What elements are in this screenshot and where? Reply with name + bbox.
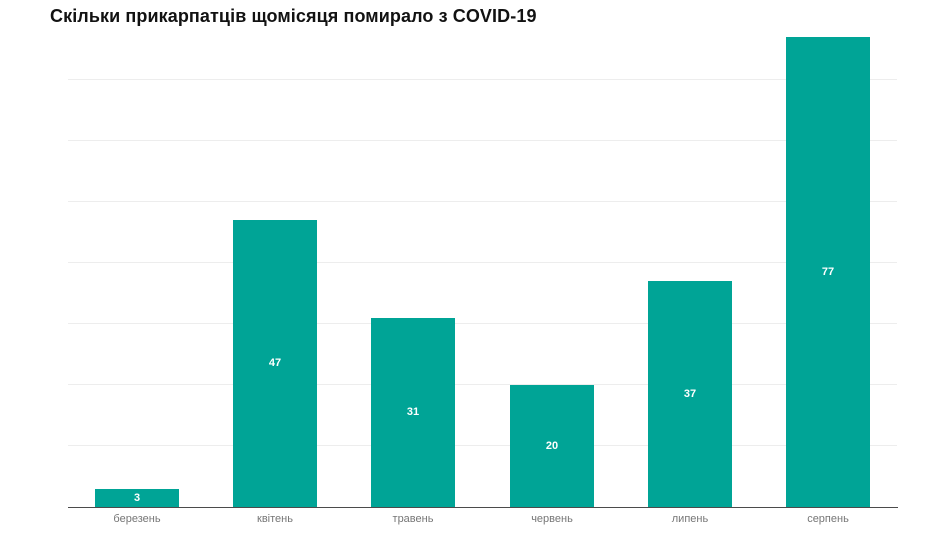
bar-серпень: 77 — [786, 37, 870, 507]
bar-червень: 20 — [510, 385, 594, 507]
gridline-20 — [68, 384, 897, 385]
bar-березень: 3 — [95, 489, 179, 507]
gridline-30 — [68, 323, 897, 324]
bar-value-label: 77 — [821, 265, 835, 278]
gridline-50 — [68, 201, 897, 202]
bar-value-label: 20 — [545, 439, 559, 452]
bar-value-label: 37 — [683, 387, 697, 400]
x-axis-label-березень: березень — [113, 513, 161, 525]
bar-value-label: 3 — [133, 491, 141, 504]
x-axis-label-червень: червень — [531, 513, 573, 525]
bar-травень: 31 — [371, 318, 455, 507]
plot-area: 3 47 31 20 37 77 — [68, 0, 897, 507]
bar-value-label: 31 — [406, 406, 420, 418]
bar-квітень: 47 — [233, 220, 317, 507]
chart-title: Скільки прикарпатців щомісяця помирало з… — [50, 6, 537, 26]
gridline-40 — [68, 262, 897, 263]
gridline-70 — [68, 79, 897, 80]
x-axis-label-травень: травень — [392, 513, 434, 525]
gridline-10 — [68, 445, 897, 446]
gridline-60 — [68, 140, 897, 141]
bar-липень: 37 — [648, 281, 732, 507]
bar-value-label: 47 — [268, 357, 282, 369]
x-axis-label-квітень: квітень — [257, 513, 293, 525]
x-axis-line — [68, 507, 898, 508]
x-axis-label-липень: липень — [671, 513, 709, 525]
x-axis-label-серпень: серпень — [807, 513, 849, 525]
